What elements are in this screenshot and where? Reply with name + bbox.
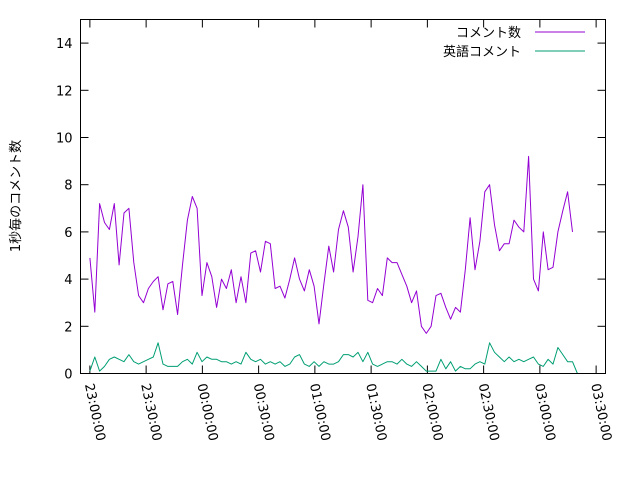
x-tick-labels: 23:00:00 23:30:00 00:00:00 00:30:00 01:00:00… bbox=[81, 382, 614, 442]
y-axis-label: 1秒毎のコメント数 bbox=[8, 140, 24, 252]
x-tick-label: 03:30:00 bbox=[587, 382, 614, 442]
legend-label: 英語コメント bbox=[443, 44, 521, 60]
y-tick-label: 6 bbox=[64, 226, 72, 241]
y-tick-label: 10 bbox=[56, 132, 73, 147]
x-tick-label: 23:30:00 bbox=[137, 382, 164, 442]
series-line-0 bbox=[89, 155, 573, 334]
y-tick-label: 8 bbox=[64, 179, 72, 194]
x-tick-label: 01:30:00 bbox=[362, 382, 389, 442]
x-tick-label: 02:00:00 bbox=[418, 382, 445, 442]
y-tick-label: 14 bbox=[56, 37, 73, 52]
x-tick-label: 01:00:00 bbox=[306, 382, 333, 442]
axis-ticks bbox=[80, 19, 606, 374]
y-tick-label: 0 bbox=[64, 368, 72, 383]
y-tick-label: 12 bbox=[56, 84, 73, 99]
legend-label: コメント数 bbox=[456, 26, 521, 41]
y-tick-label: 2 bbox=[64, 320, 72, 335]
series-line-1 bbox=[89, 342, 578, 374]
series-lines bbox=[89, 155, 578, 374]
x-tick-label: 00:00:00 bbox=[193, 382, 220, 442]
x-tick-label: 03:00:00 bbox=[531, 382, 558, 442]
y-tick-label: 4 bbox=[64, 273, 72, 288]
x-tick-label: 23:00:00 bbox=[81, 382, 108, 442]
plot-frame bbox=[80, 19, 606, 374]
x-tick-label: 00:30:00 bbox=[250, 382, 277, 442]
x-tick-label: 02:30:00 bbox=[475, 382, 502, 442]
y-tick-labels: 0 2 4 6 8 10 12 14 bbox=[56, 37, 73, 382]
